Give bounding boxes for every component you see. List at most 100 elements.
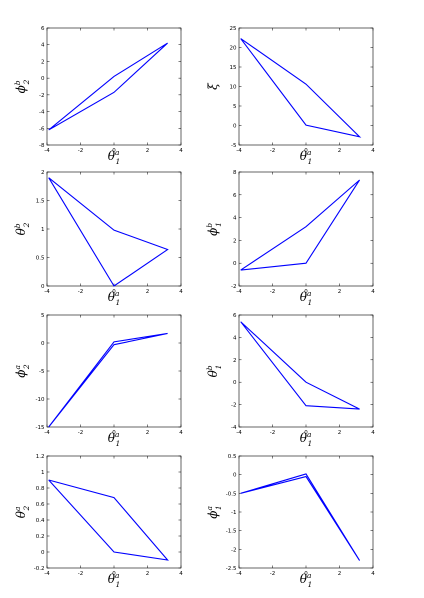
y-tick-label: 6 <box>233 193 237 199</box>
y-tick-label: 0 <box>233 380 237 386</box>
y-axis-label: ξ <box>206 82 220 90</box>
subplot-7: -4 -2 0 2 4 -0.2 0 0.2 0.4 0.6 0.8 1 1.2 θa 1 θa2 <box>13 454 183 589</box>
y-tick-label: -2.5 <box>226 566 237 572</box>
x-axis-label: θa 1 <box>108 148 121 166</box>
x-tick-label: 2 <box>338 148 342 154</box>
y-tick-label: -1.5 <box>226 529 237 535</box>
x-tick-label: -2 <box>270 289 275 295</box>
y-tick-label: 4 <box>233 216 237 222</box>
y-tick-label: 15 <box>230 65 237 71</box>
y-tick-label: 0.4 <box>36 518 45 524</box>
data-series-line <box>240 179 361 271</box>
y-tick-label: -5 <box>231 143 237 149</box>
data-series-line <box>240 321 360 410</box>
y-tick-label: 10 <box>230 85 237 91</box>
data-series-line <box>240 473 361 561</box>
y-tick-label: 0 <box>233 124 237 130</box>
data-series-line <box>48 177 169 287</box>
y-tick-label: 0 <box>41 284 45 290</box>
y-tick-label: 0.8 <box>36 486 45 492</box>
x-tick-label: -4 <box>236 430 242 436</box>
y-tick-label: 5 <box>233 104 237 110</box>
x-axis-label: θa 1 <box>300 571 313 589</box>
y-tick-label: -2 <box>231 403 236 409</box>
x-axis-label: θa 1 <box>300 430 313 448</box>
x-tick-label: 4 <box>179 430 183 436</box>
y-tick-label: 0 <box>41 341 45 347</box>
y-tick-label: -1 <box>231 510 236 516</box>
y-tick-label: -4 <box>231 425 237 431</box>
y-axis-label: θb1 <box>205 365 223 378</box>
x-tick-label: 2 <box>338 430 342 436</box>
x-tick-label: 0 <box>112 289 116 295</box>
x-tick-label: 0 <box>304 430 308 436</box>
x-tick-label: -4 <box>44 571 50 577</box>
data-series-line <box>48 332 168 428</box>
x-tick-label: -2 <box>270 571 275 577</box>
x-tick-label: 2 <box>146 430 150 436</box>
x-tick-label: 2 <box>338 289 342 295</box>
x-tick-label: -2 <box>78 430 83 436</box>
y-axis-label: ϕa1 <box>205 505 223 518</box>
y-tick-label: 1.5 <box>36 199 45 205</box>
x-tick-label: -2 <box>270 148 275 154</box>
y-tick-label: -15 <box>36 425 45 431</box>
y-tick-label: 0 <box>233 261 237 267</box>
data-series-line <box>48 479 169 561</box>
y-axis-label: θa2 <box>13 506 31 519</box>
plot-frame <box>238 455 374 569</box>
y-tick-label: 0.6 <box>36 502 45 508</box>
x-tick-label: -2 <box>270 430 275 436</box>
x-tick-label: -4 <box>236 289 242 295</box>
y-tick-label: 6 <box>233 313 237 319</box>
y-axis-label: ϕb2 <box>13 79 31 93</box>
subplot-3: -4 -2 0 2 4 0 0.5 1 1.5 2 θa 1 θb2 <box>13 170 183 307</box>
y-tick-label: 8 <box>233 170 237 176</box>
subplot-8: -4 -2 0 2 4 -2.5 -2 -1.5 -1 -0.5 0 0.5 θa 1 ϕa1 <box>205 454 375 589</box>
x-tick-label: 4 <box>371 571 375 577</box>
y-tick-label: 1 <box>41 470 45 476</box>
x-tick-label: 4 <box>371 289 375 295</box>
subplot-2: -4 -2 0 2 4 -5 0 5 10 15 20 25 θa 1 ξ <box>206 26 375 166</box>
subplot-1: -4 -2 0 2 4 -8 -6 -4 -2 0 2 4 6 θa 1 ϕb2 <box>13 26 183 166</box>
x-tick-label: 0 <box>112 148 116 154</box>
x-tick-label: 4 <box>179 289 183 295</box>
x-tick-label: 4 <box>371 430 375 436</box>
x-tick-label: 4 <box>179 571 183 577</box>
x-axis-label: θa 1 <box>108 430 121 448</box>
y-tick-label: -5 <box>39 369 45 375</box>
y-tick-label: 5 <box>41 313 45 319</box>
y-tick-label: -0.2 <box>34 566 45 572</box>
plot-frame <box>46 171 182 287</box>
y-tick-label: -2 <box>39 93 44 99</box>
x-tick-label: 0 <box>304 289 308 295</box>
y-tick-label: 2 <box>41 170 45 176</box>
x-tick-label: 2 <box>146 148 150 154</box>
y-tick-label: -10 <box>36 397 45 403</box>
x-axis-label: θa 1 <box>108 289 121 307</box>
x-tick-label: 0 <box>112 571 116 577</box>
y-tick-label: 0.2 <box>36 534 45 540</box>
x-tick-label: 4 <box>179 148 183 154</box>
plot-frame <box>46 314 182 428</box>
y-axis-label: ϕb1 <box>205 222 223 236</box>
data-series-line <box>240 38 362 138</box>
y-tick-label: 6 <box>41 26 45 32</box>
y-tick-label: -2 <box>231 547 236 553</box>
plot-frame <box>46 27 182 146</box>
x-tick-label: -2 <box>78 289 83 295</box>
x-axis-label: θa 1 <box>300 289 313 307</box>
x-axis-label: θa 1 <box>108 571 121 589</box>
x-tick-label: -4 <box>44 289 50 295</box>
x-tick-label: -2 <box>78 571 83 577</box>
y-tick-label: 2 <box>233 238 237 244</box>
y-tick-label: 2 <box>41 59 45 65</box>
x-tick-label: -4 <box>44 430 50 436</box>
y-tick-label: 4 <box>233 335 237 341</box>
plot-frame <box>238 27 374 146</box>
y-tick-label: 0 <box>41 76 45 82</box>
y-tick-label: 0.5 <box>228 454 237 460</box>
y-tick-label: 1 <box>41 227 45 233</box>
y-tick-label: 0 <box>233 473 237 479</box>
